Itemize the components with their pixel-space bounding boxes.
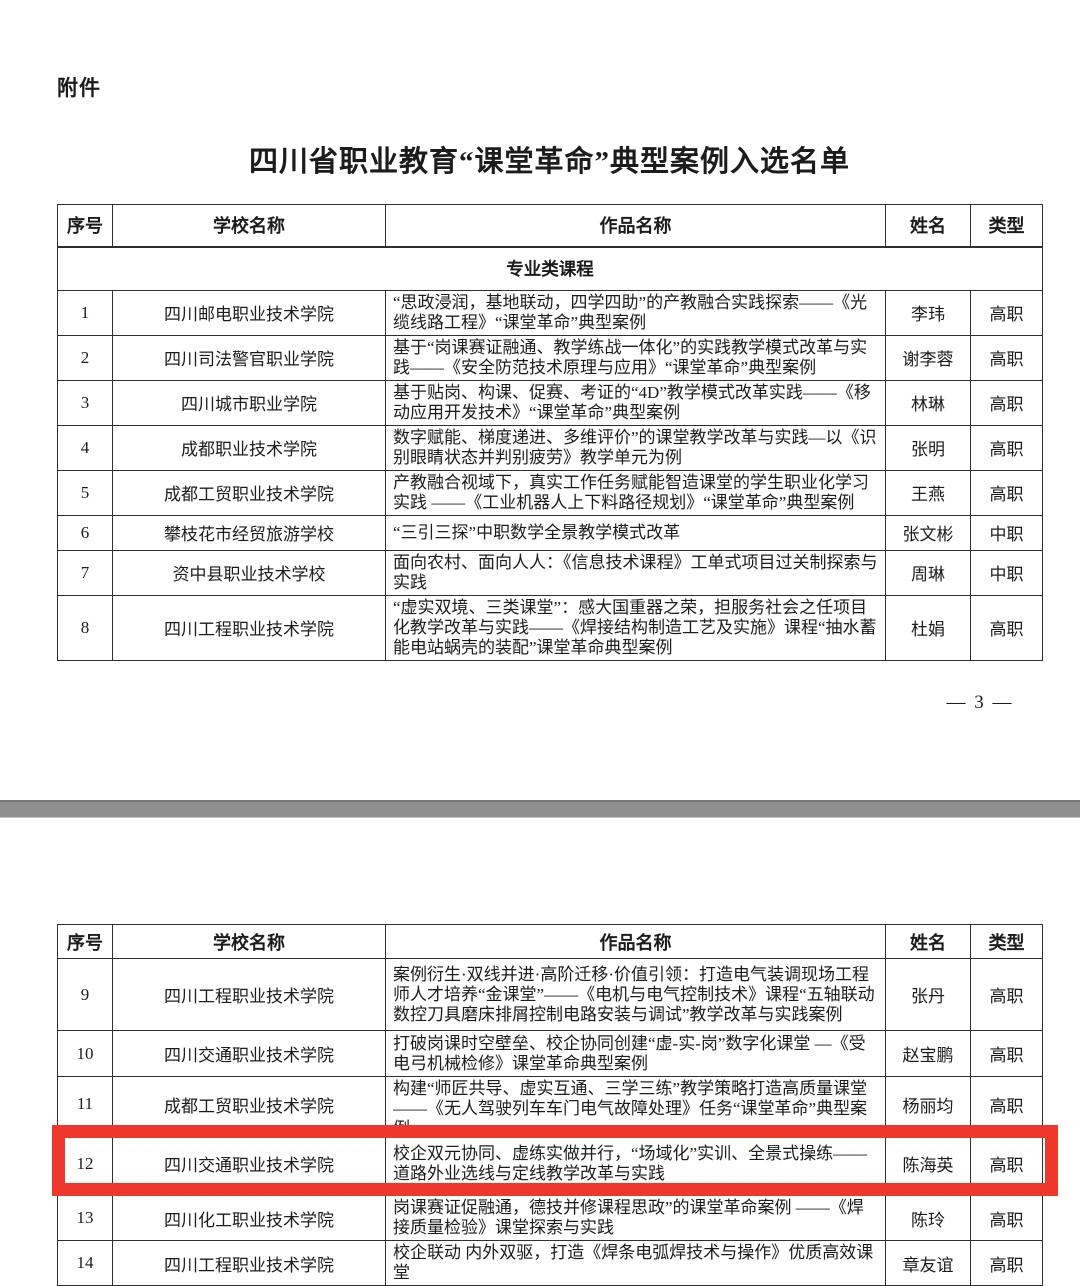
page-number: — 3 — <box>946 692 1014 713</box>
cell-type: 高职 <box>970 469 1043 516</box>
cell-no: 2 <box>57 334 113 381</box>
page-title: 四川省职业教育“课堂革命”典型案例入选名单 <box>248 146 850 178</box>
cell-school: 成都职业技术学院 <box>112 424 386 471</box>
header-row: 序号 学校名称 作品名称 姓名 类型 <box>57 924 1043 959</box>
cell-work: “思政浸润，基地联动，四学四助”的产教融合实践探索——《光缆线路工程》“课堂革命… <box>385 289 886 336</box>
selection-table-page4: 序号 学校名称 作品名称 姓名 类型 9 四川工程职业技术学院 案例衍生·双线并进·高阶迁移·… <box>57 924 1043 1286</box>
highlight-box <box>52 1125 1058 1196</box>
cell-name: 张明 <box>885 424 971 471</box>
cell-no: 10 <box>57 1030 113 1077</box>
column-header: 学校名称 <box>112 204 386 248</box>
cell-name: 陈玲 <box>885 1195 971 1241</box>
section-row: 专业类课程 <box>57 246 1043 291</box>
cell-name: 杜娟 <box>885 594 971 661</box>
table-row-9: 9 四川工程职业技术学院 案例衍生·双线并进·高阶迁移·价值引领：打造电气装调现场工… <box>57 958 1043 1031</box>
cell-work: 校企联动 内外双驱，打造《焊条电弧焊技术与操作》优质高效课堂 <box>385 1240 886 1286</box>
cell-type: 高职 <box>970 594 1043 661</box>
table-row-11: 11 成都工贸职业技术学院 构建“师匠共导、虚实互通、三学三练”教学策略打造高质量课… <box>57 1076 1043 1132</box>
cell-name: 王燕 <box>885 469 971 516</box>
cell-name: 李玮 <box>885 289 971 336</box>
column-header: 序号 <box>57 924 113 959</box>
column-header: 作品名称 <box>385 204 886 248</box>
cell-work: 打破岗课时空壁垒、校企协同创建“虚-实-岗”数字化课堂 —《受电弓机械检修》课堂… <box>385 1030 886 1077</box>
attachment-label: 附件 <box>57 76 101 100</box>
cell-work: “虚实双境、三类课堂”：感大国重器之荣，担服务社会之任项目化教学改革与实践——《… <box>385 594 886 661</box>
table-row-2: 2 四川司法警官职业学院 基于“岗课赛证融通、教学练战一体化”的实践教学模式改革与实… <box>57 334 1043 381</box>
cell-school: 四川工程职业技术学院 <box>112 594 386 661</box>
cell-type: 中职 <box>970 514 1043 551</box>
cell-no: 9 <box>57 958 113 1031</box>
cell-name: 张文彬 <box>885 514 971 551</box>
cell-no: 5 <box>57 469 113 516</box>
cell-school: 攀枝花市经贸旅游学校 <box>112 514 386 551</box>
cell-no: 1 <box>57 289 113 336</box>
cell-type: 高职 <box>970 1030 1043 1077</box>
table-row-5: 5 成都工贸职业技术学院 产教融合视域下，真实工作任务赋能智造课堂的学生职业化学习实… <box>57 469 1043 516</box>
cell-no: 13 <box>57 1195 113 1241</box>
cell-type: 高职 <box>970 958 1043 1031</box>
cell-work: 数字赋能、梯度递进、多维评价”的课堂教学改革与实践—以《识别眼睛状态并判别疲劳》… <box>385 424 886 471</box>
cell-no: 6 <box>57 514 113 551</box>
column-header: 学校名称 <box>112 924 386 959</box>
cell-type: 高职 <box>970 1240 1043 1286</box>
table-row-7: 7 资中县职业技术学校 面向农村、面向人人：《信息技术课程》工单式项目过关制探索与实… <box>57 549 1043 596</box>
cell-no: 4 <box>57 424 113 471</box>
table-row-3: 3 四川城市职业学院 基于贴岗、构课、促赛、考证的“4D”教学模式改革实践——《移动… <box>57 379 1043 426</box>
cell-work: 基于贴岗、构课、促赛、考证的“4D”教学模式改革实践——《移动应用开发技术》“课… <box>385 379 886 426</box>
cell-type: 高职 <box>970 1076 1043 1132</box>
cell-type: 高职 <box>970 334 1043 381</box>
table-row-8: 8 四川工程职业技术学院 “虚实双境、三类课堂”：感大国重器之荣，担服务社会之任项目… <box>57 594 1043 661</box>
cell-work: 构建“师匠共导、虚实互通、三学三练”教学策略打造高质量课堂——《无人驾驶列车车门… <box>385 1076 886 1132</box>
cell-name: 谢李蓉 <box>885 334 971 381</box>
selection-table-page3: 序号 学校名称 作品名称 姓名 类型 专业类课程 1 四川邮电职业技术学院 “思政浸润，基地联动… <box>57 204 1043 661</box>
cell-no: 8 <box>57 594 113 661</box>
column-header: 姓名 <box>885 204 971 248</box>
table-row-10: 10 四川交通职业技术学院 打破岗课时空壁垒、校企协同创建“虚-实-岗”数字化课堂 … <box>57 1030 1043 1077</box>
table-row-1: 1 四川邮电职业技术学院 “思政浸润，基地联动，四学四助”的产教融合实践探索——《光… <box>57 289 1043 336</box>
cell-no: 14 <box>57 1240 113 1286</box>
cell-name: 林琳 <box>885 379 971 426</box>
table-row-4: 4 成都职业技术学院 数字赋能、梯度递进、多维评价”的课堂教学改革与实践—以《识别眼… <box>57 424 1043 471</box>
cell-no: 7 <box>57 549 113 596</box>
cell-school: 四川化工职业技术学院 <box>112 1195 386 1241</box>
table-row-13: 13 四川化工职业技术学院 岗课赛证促融通，德技并修课程思政”的课堂革命案例 ——《… <box>57 1195 1043 1241</box>
cell-type: 中职 <box>970 549 1043 596</box>
cell-school: 四川工程职业技术学院 <box>112 958 386 1031</box>
cell-no: 11 <box>57 1076 113 1132</box>
cell-school: 四川司法警官职业学院 <box>112 334 386 381</box>
cell-type: 高职 <box>970 1195 1043 1241</box>
cell-school: 四川交通职业技术学院 <box>112 1030 386 1077</box>
cell-work: 产教融合视域下，真实工作任务赋能智造课堂的学生职业化学习实践 ——《工业机器人上… <box>385 469 886 516</box>
cell-name: 章友谊 <box>885 1240 971 1286</box>
column-header: 作品名称 <box>385 924 886 959</box>
column-header: 序号 <box>57 204 113 248</box>
cell-school: 四川邮电职业技术学院 <box>112 289 386 336</box>
cell-type: 高职 <box>970 289 1043 336</box>
cell-school: 成都工贸职业技术学院 <box>112 1076 386 1132</box>
cell-type: 高职 <box>970 379 1043 426</box>
column-header: 姓名 <box>885 924 971 959</box>
cell-name: 张丹 <box>885 958 971 1031</box>
cell-work: “三引三探”中职数学全景教学模式改革 <box>385 514 886 551</box>
cell-name: 周琳 <box>885 549 971 596</box>
cell-no: 3 <box>57 379 113 426</box>
header-row: 序号 学校名称 作品名称 姓名 类型 <box>57 204 1043 248</box>
cell-name: 赵宝鹏 <box>885 1030 971 1077</box>
page-divider-bar <box>0 800 1080 818</box>
cell-work: 案例衍生·双线并进·高阶迁移·价值引领：打造电气装调现场工程师人才培养“金课堂”… <box>385 958 886 1031</box>
cell-work: 基于“岗课赛证融通、教学练战一体化”的实践教学模式改革与实践——《安全防范技术原… <box>385 334 886 381</box>
cell-school: 资中县职业技术学校 <box>112 549 386 596</box>
column-header: 类型 <box>970 204 1043 248</box>
cell-work: 面向农村、面向人人：《信息技术课程》工单式项目过关制探索与实践 <box>385 549 886 596</box>
cell-school: 四川城市职业学院 <box>112 379 386 426</box>
cell-school: 四川工程职业技术学院 <box>112 1240 386 1286</box>
cell-school: 成都工贸职业技术学院 <box>112 469 386 516</box>
table-row-6: 6 攀枝花市经贸旅游学校 “三引三探”中职数学全景教学模式改革 张文彬 中职 <box>57 514 1043 551</box>
column-header: 类型 <box>970 924 1043 959</box>
table-row-14: 14 四川工程职业技术学院 校企联动 内外双驱，打造《焊条电弧焊技术与操作》优质高效… <box>57 1240 1043 1286</box>
cell-name: 杨丽均 <box>885 1076 971 1132</box>
section-label: 专业类课程 <box>57 246 1043 291</box>
cell-work: 岗课赛证促融通，德技并修课程思政”的课堂革命案例 ——《焊接质量检验》课堂探索与… <box>385 1195 886 1241</box>
cell-type: 高职 <box>970 424 1043 471</box>
